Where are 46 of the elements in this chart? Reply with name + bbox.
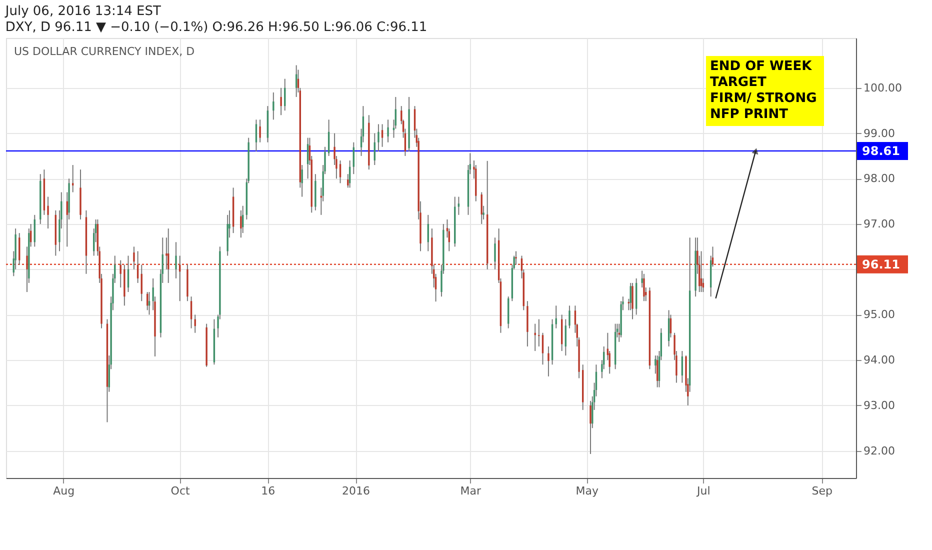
candlestick: [259, 119, 261, 143]
candlestick: [494, 237, 496, 270]
x-tick-label: May: [576, 484, 600, 498]
candlestick: [18, 232, 20, 266]
chart-subtitle: DXY, D 96.11 ▼ −0.10 (−0.1%) O:96.26 H:96.50 L:96.06 C:96.11: [5, 20, 428, 35]
candlestick: [255, 119, 258, 152]
candlestick: [47, 196, 49, 230]
candlestick: [133, 246, 135, 270]
candlestick: [538, 318, 540, 347]
candlestick: [548, 346, 550, 377]
x-tick-label: Mar: [460, 484, 482, 498]
y-tick-label: 99.00: [864, 126, 895, 140]
y-tick-label: 98.00: [864, 172, 895, 186]
candlestick: [339, 160, 342, 184]
y-tick-label: 97.00: [864, 217, 895, 230]
x-tick-label: 2016: [342, 484, 370, 498]
y-tick-label: 100.00: [864, 81, 902, 94]
candlestick: [387, 119, 389, 143]
candlestick: [590, 400, 592, 454]
text: July 06, 2016 13:14 EST: [4, 4, 161, 19]
y-tick-label: 92.00: [864, 444, 895, 458]
ref-line-label: 98.61: [862, 144, 900, 158]
candlestick: [175, 242, 177, 279]
y-tick-label: 94.00: [864, 354, 895, 367]
candlestick: [280, 87, 282, 116]
candlestick: [542, 332, 544, 366]
y-tick-label: 93.00: [864, 398, 895, 412]
candlestick: [643, 273, 645, 302]
x-tick-label: Jul: [696, 484, 710, 498]
candlestick: [240, 210, 242, 238]
ref-line-label: 96.11: [862, 257, 900, 272]
candlestick: [381, 124, 384, 148]
x-tick-label: Sep: [812, 484, 832, 498]
text: US DOLLAR CURRENCY INDEX, D: [14, 45, 195, 58]
candlestick: [378, 124, 380, 152]
y-tick-label: 95.00: [864, 308, 895, 322]
candlestick: [568, 305, 570, 329]
x-tick-label: Aug: [53, 484, 75, 498]
x-tick-label: 16: [261, 484, 276, 498]
candlestick: [72, 164, 74, 193]
x-tick-label: Oct: [170, 484, 191, 498]
candlestick: [632, 282, 634, 320]
candlestick: [515, 250, 517, 266]
candlestick: [194, 314, 196, 334]
annotation: END OF WEEK TARGET FIRM/ STRONG NFP PRINT: [710, 59, 817, 122]
candlestick: [272, 92, 274, 120]
